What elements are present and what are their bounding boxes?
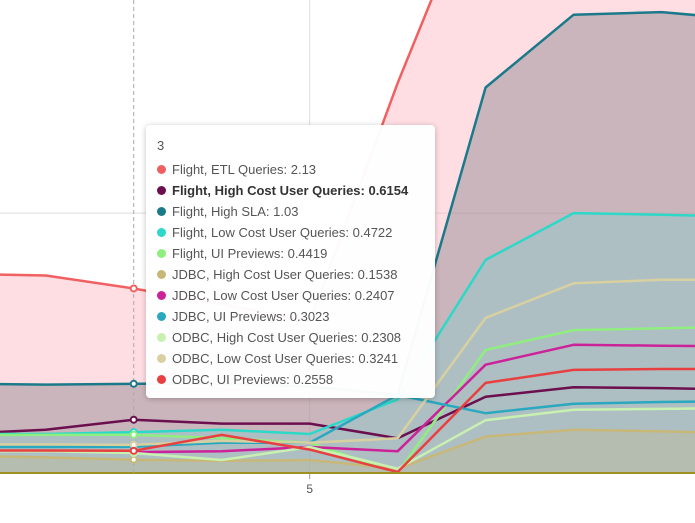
legend-dot: [157, 249, 166, 258]
series-line: [0, 211, 695, 436]
tooltip-row: Flight, Low Cost User Queries: 0.4722: [157, 222, 424, 243]
series-line: [0, 367, 695, 474]
tooltip-row: JDBC, UI Previews: 0.3023: [157, 306, 424, 327]
tooltip-row: JDBC, High Cost User Queries: 0.1538: [157, 264, 424, 285]
hover-point: [129, 430, 138, 439]
series-line: [0, 385, 695, 440]
tooltip-row: ODBC, UI Previews: 0.2558: [157, 369, 424, 390]
tooltip-row: JDBC, Low Cost User Queries: 0.2407: [157, 285, 424, 306]
tooltip-text: JDBC, UI Previews: 0.3023: [172, 309, 330, 324]
tooltip-text: JDBC, Low Cost User Queries: 0.2407: [172, 288, 395, 303]
tooltip-row: Flight, High SLA: 1.03: [157, 201, 424, 222]
series-line: [0, 393, 695, 449]
tooltip-text: Flight, High Cost User Queries: 0.6154: [172, 183, 409, 198]
x-tick-label: 5: [306, 482, 313, 496]
hover-point: [129, 284, 138, 293]
tooltip-row: Flight, UI Previews: 0.4419: [157, 243, 424, 264]
tooltip-text: Flight, Low Cost User Queries: 0.4722: [172, 225, 393, 240]
legend-dot: [157, 375, 166, 384]
hover-point: [129, 379, 138, 388]
legend-dot: [157, 186, 166, 195]
legend-dot: [157, 333, 166, 342]
series-line: [0, 407, 695, 470]
tooltip-row: ODBC, Low Cost User Queries: 0.3241: [157, 348, 424, 369]
series-area: [0, 429, 695, 473]
legend-dot: [157, 228, 166, 237]
legend-dot: [157, 270, 166, 279]
tooltip-title: 3: [157, 138, 165, 153]
tooltip-text: ODBC, UI Previews: 0.2558: [172, 372, 334, 387]
series-line: [0, 428, 695, 470]
tooltip-text: Flight, ETL Queries: 2.13: [172, 162, 317, 177]
tooltip-row: Flight, High Cost User Queries: 0.6154: [157, 180, 424, 201]
legend-dot: [157, 354, 166, 363]
lines: [0, 0, 695, 474]
legend-dot: [157, 312, 166, 321]
tooltip-row: Flight, ETL Queries: 2.13: [157, 159, 424, 180]
tooltip: 3 Flight, ETL Queries: 2.13 Flight, High C…: [146, 125, 435, 398]
legend-dot: [157, 291, 166, 300]
tooltip-text: ODBC, Low Cost User Queries: 0.3241: [172, 351, 399, 366]
legend-dot: [157, 165, 166, 174]
hover-point: [129, 446, 138, 455]
tooltip-row: ODBC, High Cost User Queries: 0.2308: [157, 327, 424, 348]
legend-dot: [157, 207, 166, 216]
tooltip-text: Flight, UI Previews: 0.4419: [172, 246, 328, 261]
tooltip-text: ODBC, High Cost User Queries: 0.2308: [172, 330, 402, 345]
overlay: 5: [0, 0, 695, 496]
tooltip-text: JDBC, High Cost User Queries: 0.1538: [172, 267, 398, 282]
series-line: [0, 278, 695, 447]
hover-point: [129, 415, 138, 424]
tooltip-text: Flight, High SLA: 1.03: [172, 204, 299, 219]
series-area: [0, 213, 695, 473]
hover-point: [129, 455, 138, 464]
